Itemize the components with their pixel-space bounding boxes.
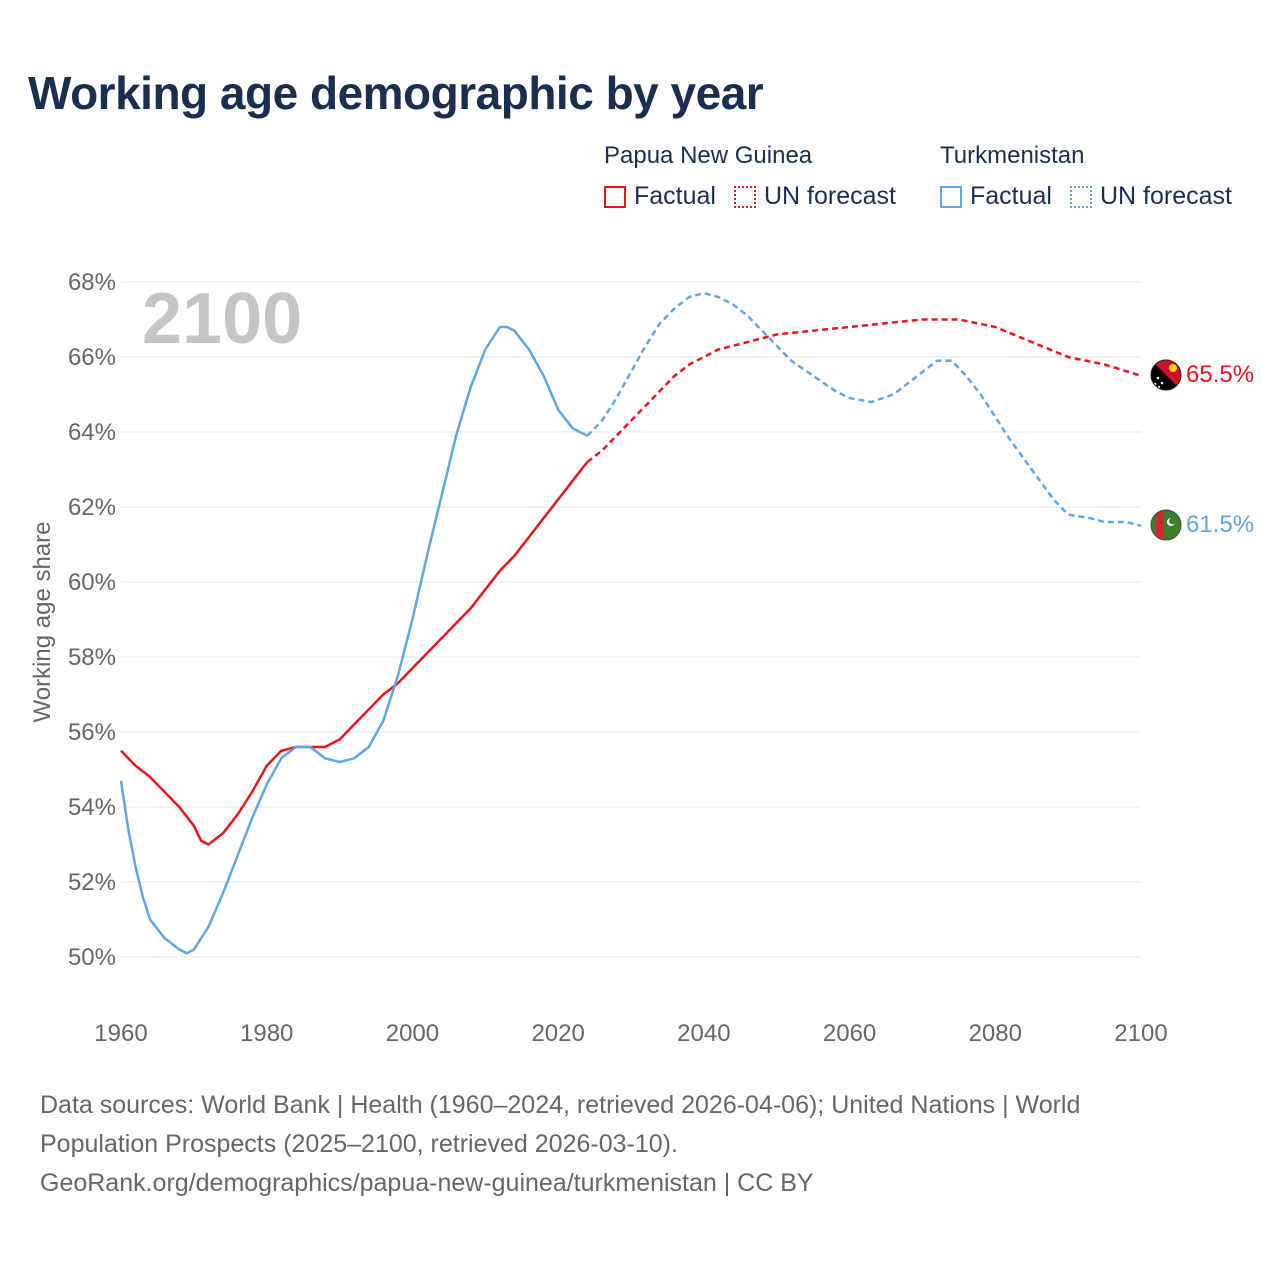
x-tick-label-2020: 2020 <box>531 1020 584 1047</box>
chart-title: Working age demographic by year <box>28 67 764 119</box>
legend-label-tkm-factual: Factual <box>970 182 1052 210</box>
y-tick-label-54: 54% <box>68 794 116 821</box>
y-tick-label-50: 50% <box>68 944 116 971</box>
legend-country-png: Papua New Guinea <box>604 142 813 169</box>
footer-line-2: Population Prospects (2025–2100, retriev… <box>40 1130 678 1158</box>
papua-new-guinea-flag-border <box>1150 359 1182 391</box>
turkmenistan-flag-border <box>1150 509 1182 541</box>
footer-line-1: Data sources: World Bank | Health (1960–… <box>40 1091 1081 1119</box>
y-tick-label-66: 66% <box>68 344 116 371</box>
legend-item-tkm-factual[interactable]: Factual <box>940 182 1052 211</box>
y-axis-label: Working age share <box>29 522 56 723</box>
end-label-turkmenistan: 61.5% <box>1186 511 1254 538</box>
x-tick-label-2000: 2000 <box>386 1020 439 1047</box>
legend-label-png-forecast: UN forecast <box>763 182 896 210</box>
turkmenistan-flag-icon <box>1151 510 1181 540</box>
y-tick-label-68: 68% <box>68 269 116 296</box>
end-label-papua-new-guinea: 65.5% <box>1186 361 1254 388</box>
series-line-tkm-factual <box>119 325 588 955</box>
legend-item-tkm-forecast[interactable]: UN forecast <box>1069 182 1232 211</box>
legend-label-tkm-forecast: UN forecast <box>1099 182 1232 210</box>
legend-label-png-factual: Factual <box>634 182 716 210</box>
y-tick-label-56: 56% <box>68 719 116 746</box>
legend-group-papua-new-guinea: Papua New Guinea Factual UN forecast <box>604 142 896 211</box>
series-line-tkm-forecast <box>586 291 1142 528</box>
legend-group-turkmenistan: Turkmenistan Factual UN forecast <box>940 142 1232 211</box>
x-tick-label-1960: 1960 <box>94 1020 147 1047</box>
grid-lines <box>121 281 1141 958</box>
series-lines <box>119 291 1142 955</box>
papua-new-guinea-flag-icon <box>1151 360 1181 390</box>
legend-item-png-forecast[interactable]: UN forecast <box>733 182 896 211</box>
legend-swatch-png-factual <box>604 185 626 208</box>
y-tick-label-64: 64% <box>68 419 116 446</box>
axes: 50% 52% 54% 56% 58% 60% 62% 64% 66% 68% 1960 1980 20… <box>68 269 1168 1047</box>
legend-swatch-png-forecast <box>733 185 756 208</box>
x-tick-label-2100: 2100 <box>1114 1020 1167 1047</box>
x-tick-label-2080: 2080 <box>969 1020 1022 1047</box>
footer-line-3[interactable]: GeoRank.org/demographics/papua-new-guine… <box>40 1169 814 1197</box>
x-tick-label-1980: 1980 <box>240 1020 293 1047</box>
series-line-png-factual <box>120 461 589 846</box>
line-chart: 2100 50% 52% 54% 56% 58% 60% 62% 64% 66% 68% 1960 1… <box>29 269 1254 1047</box>
legend-country-tkm: Turkmenistan <box>940 142 1085 169</box>
x-tick-label-2040: 2040 <box>677 1020 730 1047</box>
y-tick-label-60: 60% <box>68 569 116 596</box>
year-watermark: 2100 <box>142 279 302 359</box>
y-tick-label-58: 58% <box>68 644 116 671</box>
legend-swatch-tkm-forecast <box>1069 185 1092 208</box>
footer-sources: Data sources: World Bank | Health (1960–… <box>40 1086 1240 1203</box>
legend-item-png-factual[interactable]: Factual <box>604 182 716 211</box>
y-tick-label-62: 62% <box>68 494 116 521</box>
series-line-png-forecast <box>586 318 1142 463</box>
y-tick-label-52: 52% <box>68 869 116 896</box>
legend-swatch-tkm-factual <box>940 185 962 208</box>
x-tick-label-2060: 2060 <box>823 1020 876 1047</box>
